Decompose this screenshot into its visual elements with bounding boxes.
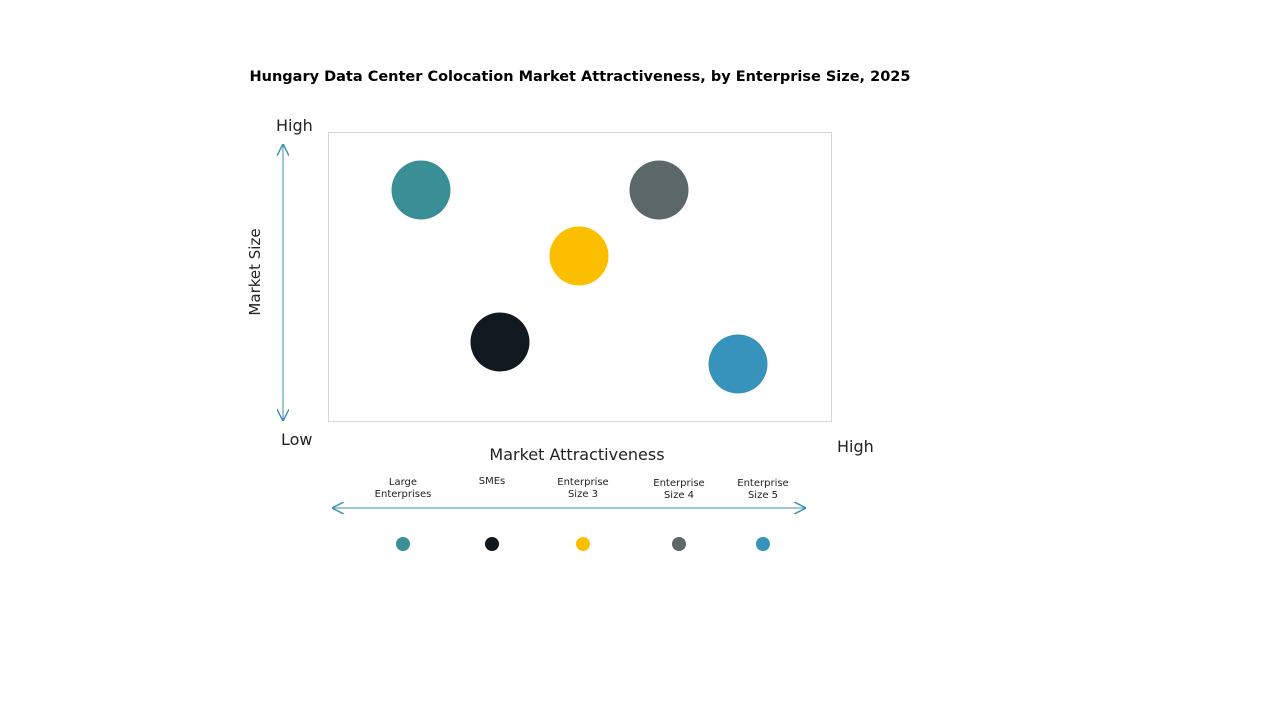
legend-dot <box>576 537 590 551</box>
plot-frame <box>328 132 832 422</box>
legend-dot <box>672 537 686 551</box>
legend-label: Enterprise Size 4 <box>653 478 705 501</box>
legend-dot <box>396 537 410 551</box>
x-label: Market Attractiveness <box>489 445 665 464</box>
legend-label: SMEs <box>478 476 506 487</box>
marks <box>391 160 770 551</box>
bubble <box>629 160 689 220</box>
title: Hungary Data Center Colocation Market At… <box>249 69 911 85</box>
y-high: High <box>276 116 313 135</box>
legend-dot <box>756 537 770 551</box>
bubble <box>549 226 609 286</box>
legend-label: Enterprise Size 3 <box>557 477 609 500</box>
bubble <box>470 312 530 372</box>
bubble <box>708 334 768 394</box>
legend-label: Large Enterprises <box>374 477 432 500</box>
legend-label: Enterprise Size 5 <box>737 478 789 501</box>
y-low: Low <box>281 430 313 449</box>
x-high: High <box>837 437 874 456</box>
y-label: Market Size <box>246 228 264 316</box>
legend-dot <box>485 537 499 551</box>
bubble <box>391 160 451 220</box>
